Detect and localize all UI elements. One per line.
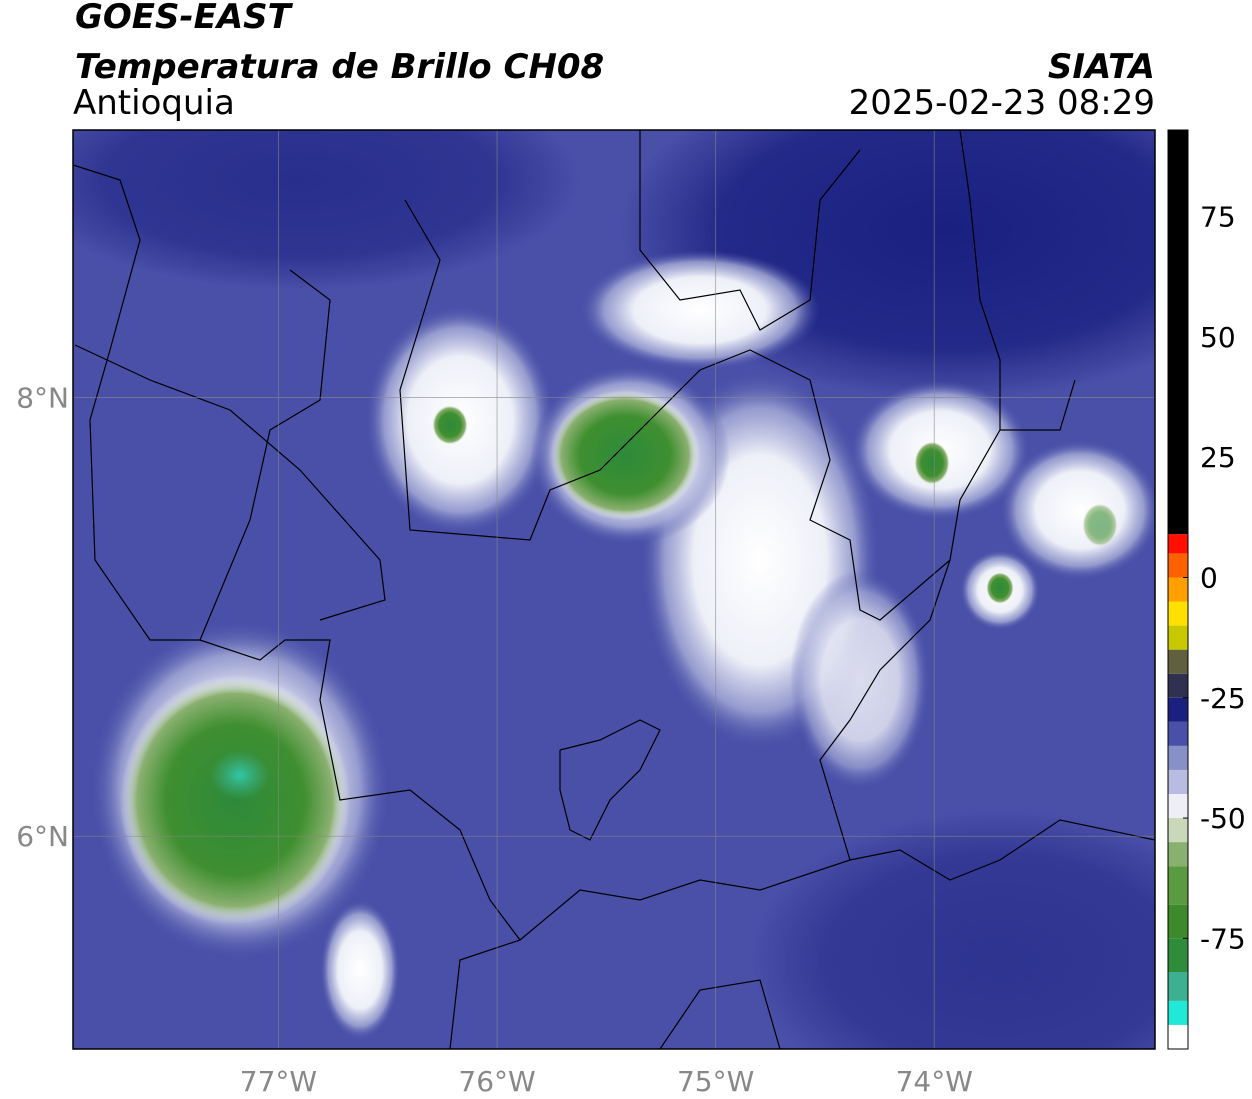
colorbar-frame [1167,129,1189,1050]
colorbar-band [1168,938,1188,973]
colorbar-band [1168,818,1188,843]
region: Antioquia [73,83,235,123]
colorbar-tick-label: 75 [1200,201,1236,234]
colorbar-band [1168,866,1188,905]
colorbar-tick-label: 50 [1200,321,1236,354]
colorbar-tick-label: 25 [1200,441,1236,474]
map-frame [72,129,1156,1050]
colorbar-tick-label: -50 [1200,802,1246,835]
grid [73,130,1155,1049]
colorbar-band [1168,649,1188,674]
colorbar-band [1168,625,1188,650]
x-tick-label: 76°W [458,1065,535,1098]
colorbar-band [1168,972,1188,1001]
timestamp: 2025-02-23 08:29 [849,83,1155,123]
colorbar-tick-label: -75 [1200,922,1246,955]
colorbar-band [1168,721,1188,746]
colorbar-band [1168,842,1188,867]
subtitle: Temperatura de Brillo CH08 [75,47,604,87]
colorbar-tick-label: 0 [1200,561,1218,594]
colorbar-band [1168,793,1188,819]
x-tick-label: 74°W [896,1065,973,1098]
colorbar-band [1168,130,1188,535]
map-imagery [73,130,1155,1049]
colorbar-band [1168,745,1188,770]
colorbar-band [1168,534,1188,554]
colorbar-band [1168,577,1188,602]
colorbar-band [1168,1000,1188,1025]
y-tick-label: 6°N [16,820,69,853]
source: SIATA [1048,47,1155,87]
title: GOES-EAST [75,0,294,37]
colorbar-band [1168,697,1188,722]
colorbar-band [1168,601,1188,626]
colorbar-band [1168,553,1188,578]
colorbar-band [1168,1024,1188,1049]
y-tick-label: 8°N [16,382,69,415]
x-tick-label: 75°W [677,1065,754,1098]
colorbar-band [1168,769,1188,794]
colorbar-band [1168,904,1188,939]
x-tick-label: 77°W [240,1065,317,1098]
colorbar [1168,130,1188,1049]
colorbar-band [1168,673,1188,698]
colorbar-tick-label: -25 [1200,682,1246,715]
